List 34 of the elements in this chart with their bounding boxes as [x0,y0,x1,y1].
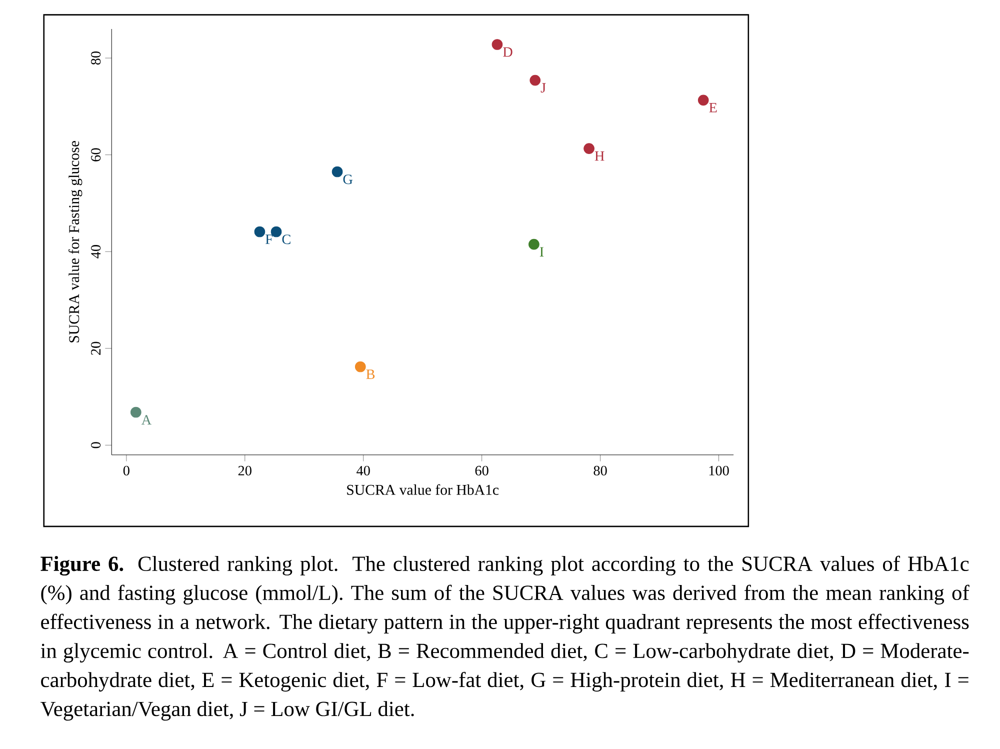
point [332,166,343,178]
series-label: H [594,151,604,161]
y-tick-label: 40 [91,245,101,258]
point [130,406,142,418]
series-label: E [709,102,717,112]
x-tick-label: 20 [238,466,252,476]
series-label: D [503,47,512,57]
series-label: F [266,234,273,244]
point [528,238,540,250]
y-tick-label: 20 [91,342,101,355]
series-label: I [540,247,544,256]
x-tick-label: 40 [356,466,370,476]
y-axis-title: SUCRA value for Fasting glucose [68,141,82,342]
x-tick-label: 60 [475,466,488,476]
point [354,361,366,372]
x-axis-title: SUCRA value for HbA1c [347,484,499,495]
point [254,226,266,238]
y-tick-label: 80 [91,51,101,65]
x-tick-label: 80 [594,466,607,476]
series-label: C [282,234,290,244]
point [698,94,709,106]
y-tick-label: 60 [91,148,101,162]
point [270,226,282,238]
series-label: B [366,370,375,379]
point [530,74,541,86]
y-tick-label: 0 [91,442,101,448]
point [584,143,594,154]
series-label: G [343,174,353,184]
x-tick-label: 0 [123,466,130,476]
point [492,39,503,50]
series-label: J [540,83,546,93]
series-label: A [141,415,152,424]
x-tick-label: 100 [709,466,729,476]
text: Figure 6. Clustered ranking plot. The clustered ranking plot according to the SUCRA values of HbA1c (%) and fasting glucose (mmol/L). The sum of the SUCRA values was derived from the mean ranking of effectiveness in a network. The dietary pattern in the upper-right quadrant represents the most effectiveness in glycemic control. A = Control diet, B = Recommended diet, C = Low-carbohydrate diet, D = Moderate-carbohydrate diet, E = Ketogenic diet, F = Low-fat diet, G = High-protein diet, H = Mediterranean diet, I = Vegetarian/Vegan diet, J = Low GI/GL diet. [40,556,970,721]
